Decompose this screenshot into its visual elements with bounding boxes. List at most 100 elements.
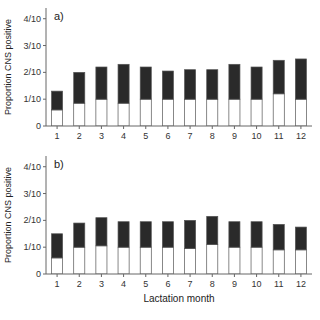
bar-segment [185, 220, 196, 248]
x-tick [101, 274, 102, 277]
bar-segment [96, 67, 107, 99]
bar-segment [207, 216, 218, 244]
y-tick-label: 4/10 [23, 162, 41, 172]
y-tick-label: 2/10 [23, 215, 41, 225]
x-tick-label: 9 [232, 279, 237, 289]
x-tick [101, 126, 102, 129]
bar-segment [207, 99, 218, 126]
x-tick-label: 2 [77, 131, 82, 141]
bar-segment [52, 110, 63, 126]
bar-segment [52, 234, 63, 258]
bar-segment [185, 99, 196, 126]
panel: 01/102/103/104/10123456789101112b)Propor… [3, 156, 312, 304]
x-tick [300, 126, 301, 129]
bar-segment [52, 91, 63, 110]
bar-segment [251, 222, 262, 247]
x-tick [145, 126, 146, 129]
x-tick-label: 5 [143, 131, 148, 141]
y-tick-label: 0 [36, 121, 41, 131]
bar-segment [118, 64, 129, 103]
bar-segment [251, 99, 262, 126]
y-axis-label: Proportion CNS positive [3, 167, 13, 263]
x-tick-label: 8 [210, 131, 215, 141]
y-tick-label: 3/10 [23, 41, 41, 51]
y-tick-label: 3/10 [23, 189, 41, 199]
x-tick [167, 126, 168, 129]
x-tick [234, 126, 235, 129]
x-tick-label: 11 [274, 279, 283, 289]
bar-segment [140, 99, 151, 126]
bar-segment [140, 222, 151, 247]
x-tick-label: 5 [143, 279, 148, 289]
bar-segment [207, 70, 218, 100]
x-tick-label: 4 [121, 131, 126, 141]
bar-segment [162, 71, 173, 99]
x-tick [256, 126, 257, 129]
x-tick-label: 1 [55, 131, 60, 141]
panel-label: b) [54, 158, 64, 170]
bar-segment [74, 72, 85, 103]
x-tick-label: 12 [296, 131, 306, 141]
x-tick-label: 7 [188, 131, 193, 141]
x-tick [167, 274, 168, 277]
x-axis [46, 274, 312, 275]
bar-segment [74, 223, 85, 247]
x-tick-label: 6 [165, 131, 170, 141]
x-tick-label: 9 [232, 131, 237, 141]
bar-segment [162, 99, 173, 126]
x-tick [278, 274, 279, 277]
bar-segment [273, 60, 284, 94]
background [0, 0, 320, 320]
x-tick-label: 12 [296, 279, 306, 289]
bar-segment [162, 247, 173, 274]
bar-segment [118, 247, 129, 274]
bar-segment [96, 99, 107, 126]
bar-segment [74, 103, 85, 126]
x-tick [190, 126, 191, 129]
bars [52, 216, 307, 274]
y-axis-label: Proportion CNS positive [3, 19, 13, 115]
chart: 01/102/103/104/10123456789101112a)Propor… [0, 0, 320, 320]
bar-segment [273, 250, 284, 274]
x-tick [79, 126, 80, 129]
x-tick-label: 4 [121, 279, 126, 289]
x-tick [123, 274, 124, 277]
bar-segment [74, 247, 85, 274]
x-tick [79, 274, 80, 277]
x-tick-label: 11 [274, 131, 283, 141]
x-tick [57, 126, 58, 129]
bar-segment [118, 103, 129, 126]
x-tick [234, 274, 235, 277]
x-tick-label: 10 [252, 279, 262, 289]
bars [52, 59, 307, 126]
x-tick-label: 2 [77, 279, 82, 289]
y-axis [46, 8, 47, 126]
bar-segment [140, 247, 151, 274]
bar-segment [295, 99, 306, 126]
x-tick-label: 8 [210, 279, 215, 289]
bar-segment [52, 258, 63, 274]
bar-segment [140, 67, 151, 99]
y-tick-label: 1/10 [23, 242, 41, 252]
x-tick-label: 3 [99, 279, 104, 289]
y-axis [46, 156, 47, 274]
bar-segment [229, 64, 240, 99]
bar-segment [251, 247, 262, 274]
bar-segment [229, 99, 240, 126]
x-tick [212, 126, 213, 129]
bar-segment [295, 250, 306, 274]
bar-segment [185, 70, 196, 100]
x-axis [46, 126, 312, 127]
y-tick-label: 2/10 [23, 67, 41, 77]
bar-segment [96, 218, 107, 246]
bar-segment [162, 222, 173, 247]
x-tick [190, 274, 191, 277]
x-tick [212, 274, 213, 277]
x-tick-label: 6 [165, 279, 170, 289]
bar-segment [273, 94, 284, 126]
y-tick-label: 1/10 [23, 94, 41, 104]
bar-segment [229, 247, 240, 274]
bar-segment [273, 224, 284, 249]
x-tick-label: 7 [188, 279, 193, 289]
bar-segment [185, 249, 196, 274]
